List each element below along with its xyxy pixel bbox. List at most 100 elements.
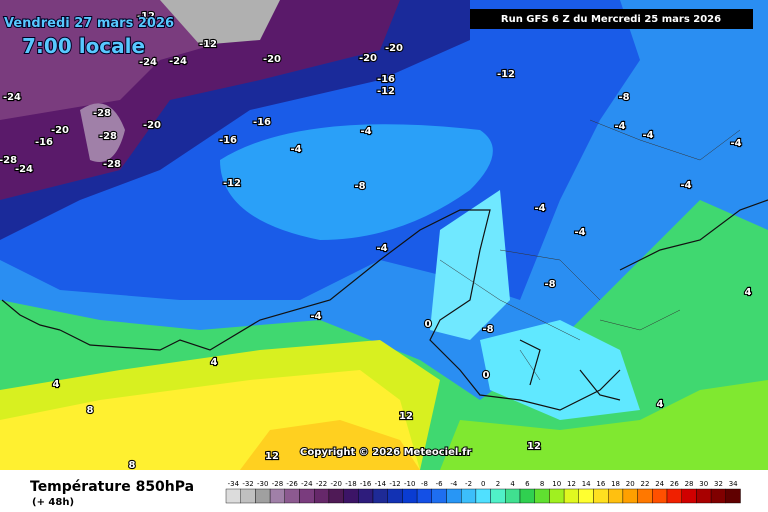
- colorbar-swatch: [284, 488, 300, 504]
- contour-label: -20: [51, 125, 69, 136]
- colorbar-swatch: [446, 488, 462, 504]
- colorbar-tick: 14: [582, 480, 591, 488]
- colorbar-tick: 22: [640, 480, 649, 488]
- contour-label: -24: [169, 56, 187, 67]
- colorbar-swatch: [402, 488, 418, 504]
- colorbar-swatch: [387, 488, 403, 504]
- contour-label: -12: [377, 86, 395, 97]
- colorbar-swatch: [314, 488, 330, 504]
- contour-label: 12: [399, 411, 413, 422]
- colorbar-tick: 20: [626, 480, 635, 488]
- colorbar-swatch: [710, 488, 726, 504]
- temperature-field: [0, 0, 768, 470]
- colorbar-swatch: [725, 488, 741, 504]
- colorbar-swatch: [519, 488, 535, 504]
- contour-label: -16: [377, 74, 395, 85]
- forecast-time: 7:00 locale: [22, 34, 145, 58]
- colorbar-swatch: [358, 488, 374, 504]
- forecast-date: Vendredi 27 mars 2026: [4, 16, 174, 31]
- colorbar-tick: -12: [389, 480, 400, 488]
- colorbar-tick: -16: [360, 480, 372, 488]
- contour-label: -4: [376, 243, 387, 254]
- contour-label: -20: [385, 43, 403, 54]
- contour-label: -20: [359, 53, 377, 64]
- contour-label: -4: [574, 227, 585, 238]
- contour-label: -4: [310, 311, 321, 322]
- colorbar-swatch: [328, 488, 344, 504]
- contour-label: -8: [618, 92, 629, 103]
- colorbar-swatch: [461, 488, 477, 504]
- colorbar-swatch: [372, 488, 388, 504]
- colorbar-swatch: [652, 488, 668, 504]
- colorbar-swatch: [549, 488, 565, 504]
- colorbar-swatch: [431, 488, 447, 504]
- footer-title: Température 850hPa: [30, 479, 194, 495]
- contour-label: -12: [223, 178, 241, 189]
- colorbar-tick: -18: [345, 480, 356, 488]
- colorbar-swatch: [637, 488, 653, 504]
- contour-label: 4: [211, 357, 218, 368]
- colorbar-tick: -6: [436, 480, 444, 488]
- contour-label: -12: [497, 69, 515, 80]
- contour-label: 4: [657, 399, 664, 410]
- contour-label: 12: [265, 451, 279, 462]
- contour-label: -20: [263, 54, 281, 65]
- colorbar-tick: -20: [331, 480, 342, 488]
- colorbar-tick: 34: [729, 480, 738, 488]
- colorbar-swatch: [681, 488, 697, 504]
- colorbar-tick: -28: [272, 480, 283, 488]
- contour-label: -4: [534, 203, 545, 214]
- contour-label: -16: [219, 135, 237, 146]
- colorbar: -34 -32 -30 -28 -26 -24 -22 -20 -18 -16 -14 -12 -10-…: [225, 480, 741, 504]
- contour-label: -4: [680, 180, 691, 191]
- contour-label: -16: [35, 137, 53, 148]
- colorbar-swatch: [490, 488, 506, 504]
- colorbar-swatch: [578, 488, 594, 504]
- colorbar-swatch: [269, 488, 286, 504]
- colorbar-tick: -10: [404, 480, 415, 488]
- colorbar-tick: 12: [567, 480, 576, 488]
- colorbar-swatch: [666, 488, 682, 504]
- contour-label: 12: [527, 441, 541, 452]
- contour-label: -12: [137, 11, 155, 22]
- coastlines: [1, 119, 768, 411]
- colorbar-swatch: [343, 488, 359, 504]
- contour-label: 0: [483, 370, 490, 381]
- colorbar-swatch: [593, 488, 609, 504]
- colorbar-tick: 30: [699, 480, 708, 488]
- colorbar-swatch: [608, 488, 624, 504]
- colorbar-tick: 16: [596, 480, 605, 488]
- contour-label: 8: [129, 460, 136, 471]
- contour-label: -4: [360, 126, 371, 137]
- colorbar-swatch: [622, 488, 638, 504]
- contour-label: -24: [139, 57, 157, 68]
- colorbar-swatch: [475, 488, 491, 504]
- copyright: Copyright © 2026 Meteociel.fr: [300, 447, 471, 458]
- contour-labels: -24 -24-20-20-20-24-20-16-28-28-28-24-28-…: [0, 10, 753, 472]
- contour-label: -8: [482, 324, 493, 335]
- colorbar-tick: 24: [655, 480, 664, 488]
- contour-label: -16: [253, 117, 271, 128]
- colorbar-tick: -8: [421, 480, 428, 488]
- colorbar-tick: 8: [540, 480, 544, 488]
- contour-label: -4: [730, 138, 741, 149]
- colorbar-tick: 10: [552, 480, 561, 488]
- colorbar-tick: 6: [525, 480, 530, 488]
- contour-label: 4: [53, 379, 60, 390]
- colorbar-tick: 28: [685, 480, 694, 488]
- lead-time: (+ 48h): [32, 497, 74, 508]
- contour-label: -8: [354, 181, 365, 192]
- colorbar-tick: -30: [257, 480, 268, 488]
- contour-label: -4: [614, 121, 625, 132]
- contour-label: -28: [103, 159, 121, 170]
- colorbar-tick: 4: [510, 480, 515, 488]
- colorbar-tick: 0: [481, 480, 485, 488]
- colorbar-swatch: [255, 488, 271, 504]
- colorbar-swatch: [240, 488, 256, 504]
- colorbar-tick: -22: [316, 480, 327, 488]
- contour-label: -4: [290, 144, 301, 155]
- colorbar-swatch: [505, 488, 521, 504]
- colorbar-tick: 2: [496, 480, 500, 488]
- run-box: [470, 9, 753, 29]
